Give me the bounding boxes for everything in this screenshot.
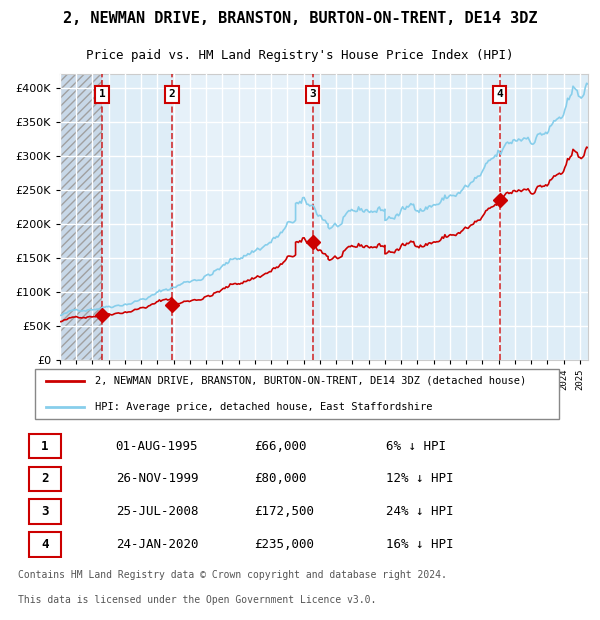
- FancyBboxPatch shape: [29, 434, 61, 458]
- FancyBboxPatch shape: [29, 467, 61, 491]
- Text: 3: 3: [310, 89, 316, 99]
- Text: 24% ↓ HPI: 24% ↓ HPI: [386, 505, 454, 518]
- Text: 2: 2: [41, 472, 49, 485]
- Bar: [172, 74, 313, 360]
- FancyBboxPatch shape: [35, 368, 559, 419]
- Text: Price paid vs. HM Land Registry's House Price Index (HPI): Price paid vs. HM Land Registry's House …: [86, 50, 514, 62]
- Text: 1: 1: [98, 89, 105, 99]
- Text: 3: 3: [41, 505, 49, 518]
- Text: 24-JAN-2020: 24-JAN-2020: [116, 538, 198, 551]
- Text: 16% ↓ HPI: 16% ↓ HPI: [386, 538, 454, 551]
- Text: This data is licensed under the Open Government Licence v3.0.: This data is licensed under the Open Gov…: [18, 595, 376, 605]
- Text: 2: 2: [169, 89, 175, 99]
- Text: £80,000: £80,000: [254, 472, 307, 485]
- FancyBboxPatch shape: [29, 499, 61, 524]
- Bar: [60, 74, 102, 360]
- Text: 12% ↓ HPI: 12% ↓ HPI: [386, 472, 454, 485]
- Text: 26-NOV-1999: 26-NOV-1999: [116, 472, 198, 485]
- Text: 25-JUL-2008: 25-JUL-2008: [116, 505, 198, 518]
- Bar: [102, 74, 172, 360]
- Text: HPI: Average price, detached house, East Staffordshire: HPI: Average price, detached house, East…: [95, 402, 432, 412]
- Text: 2, NEWMAN DRIVE, BRANSTON, BURTON-ON-TRENT, DE14 3DZ (detached house): 2, NEWMAN DRIVE, BRANSTON, BURTON-ON-TRE…: [95, 376, 526, 386]
- Bar: [500, 74, 588, 360]
- Text: 4: 4: [496, 89, 503, 99]
- Text: Contains HM Land Registry data © Crown copyright and database right 2024.: Contains HM Land Registry data © Crown c…: [18, 570, 446, 580]
- Text: 2, NEWMAN DRIVE, BRANSTON, BURTON-ON-TRENT, DE14 3DZ: 2, NEWMAN DRIVE, BRANSTON, BURTON-ON-TRE…: [63, 11, 537, 26]
- Text: £235,000: £235,000: [254, 538, 314, 551]
- Text: £172,500: £172,500: [254, 505, 314, 518]
- FancyBboxPatch shape: [29, 532, 61, 557]
- Text: 4: 4: [41, 538, 49, 551]
- Text: 1: 1: [41, 440, 49, 453]
- Text: 01-AUG-1995: 01-AUG-1995: [116, 440, 198, 453]
- Text: £66,000: £66,000: [254, 440, 307, 453]
- Text: 6% ↓ HPI: 6% ↓ HPI: [386, 440, 446, 453]
- Bar: [313, 74, 500, 360]
